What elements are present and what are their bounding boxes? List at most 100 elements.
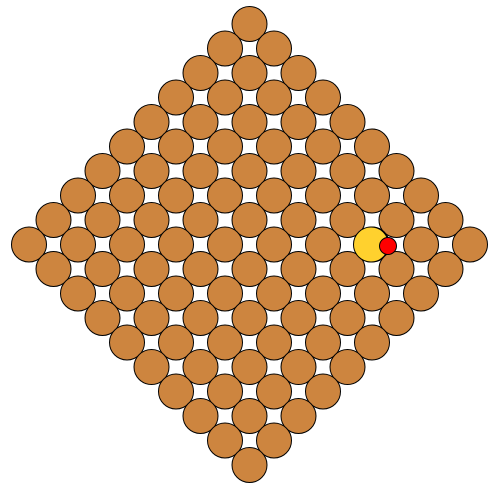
- board-cell[interactable]: [182, 104, 219, 140]
- board-cell[interactable]: [256, 30, 292, 67]
- board-cell[interactable]: [329, 349, 366, 385]
- board-cell[interactable]: [231, 104, 268, 140]
- board-cell[interactable]: [329, 104, 366, 140]
- board-cell[interactable]: [207, 373, 243, 410]
- board-cell[interactable]: [207, 128, 243, 165]
- board-cell[interactable]: [256, 226, 292, 263]
- board-cell[interactable]: [280, 55, 317, 91]
- board-cell[interactable]: [280, 104, 317, 140]
- board-cell[interactable]: [354, 177, 390, 214]
- board-cell[interactable]: [158, 226, 194, 263]
- board-cell[interactable]: [158, 177, 194, 214]
- board-cell[interactable]: [158, 373, 194, 410]
- board-cell[interactable]: [231, 398, 268, 434]
- board-cell[interactable]: [231, 251, 268, 287]
- board-cell[interactable]: [305, 128, 341, 165]
- board-cell[interactable]: [109, 324, 145, 361]
- board-cell[interactable]: [182, 202, 219, 238]
- board-cell[interactable]: [182, 251, 219, 287]
- board-cell[interactable]: [231, 447, 268, 483]
- board-cell[interactable]: [280, 398, 317, 434]
- board-cell[interactable]: [305, 275, 341, 312]
- board-cell[interactable]: [256, 128, 292, 165]
- board-cell[interactable]: [256, 275, 292, 312]
- board-cell[interactable]: [378, 251, 415, 287]
- board-cell[interactable]: [280, 202, 317, 238]
- board-cell[interactable]: [207, 79, 243, 116]
- board-cell[interactable]: [256, 79, 292, 116]
- board-cell[interactable]: [256, 177, 292, 214]
- board-cell[interactable]: [305, 324, 341, 361]
- board-cell[interactable]: [280, 300, 317, 336]
- board-cell[interactable]: [207, 324, 243, 361]
- board-cell[interactable]: [280, 153, 317, 189]
- board-cell[interactable]: [133, 349, 170, 385]
- board-cell[interactable]: [207, 30, 243, 67]
- board-cell[interactable]: [35, 202, 72, 238]
- board-cell[interactable]: [182, 398, 219, 434]
- board-cell[interactable]: [207, 226, 243, 263]
- board-cell[interactable]: [133, 300, 170, 336]
- board-cell[interactable]: [354, 324, 390, 361]
- board-cell[interactable]: [403, 177, 439, 214]
- board-cell[interactable]: [109, 128, 145, 165]
- board-cell[interactable]: [182, 349, 219, 385]
- board-cell[interactable]: [378, 202, 415, 238]
- board-cell[interactable]: [109, 177, 145, 214]
- board-cell[interactable]: [378, 153, 415, 189]
- board-cell[interactable]: [207, 275, 243, 312]
- board-cell[interactable]: [427, 202, 464, 238]
- board-cell[interactable]: [231, 55, 268, 91]
- board-cell[interactable]: [231, 6, 268, 42]
- board-cell[interactable]: [452, 226, 488, 263]
- board-cell[interactable]: [305, 177, 341, 214]
- board-cell[interactable]: [256, 422, 292, 459]
- board-cell[interactable]: [60, 226, 96, 263]
- board-cell[interactable]: [158, 128, 194, 165]
- board-cell[interactable]: [84, 153, 121, 189]
- board-cell[interactable]: [403, 226, 439, 263]
- board-cell[interactable]: [231, 349, 268, 385]
- board-cell[interactable]: [427, 251, 464, 287]
- board-cell[interactable]: [60, 177, 96, 214]
- board-cell[interactable]: [256, 324, 292, 361]
- board-cell[interactable]: [133, 251, 170, 287]
- board-cell[interactable]: [182, 300, 219, 336]
- board-cell[interactable]: [182, 55, 219, 91]
- board-cell[interactable]: [133, 153, 170, 189]
- board-cell[interactable]: [305, 226, 341, 263]
- board-cell[interactable]: [133, 202, 170, 238]
- board-cell[interactable]: [305, 79, 341, 116]
- board-cell[interactable]: [207, 177, 243, 214]
- board-cell[interactable]: [109, 226, 145, 263]
- board-cell[interactable]: [305, 373, 341, 410]
- board-cell[interactable]: [329, 251, 366, 287]
- board-cell[interactable]: [231, 300, 268, 336]
- board-cell[interactable]: [329, 300, 366, 336]
- board-cell[interactable]: [280, 349, 317, 385]
- board-cell[interactable]: [231, 202, 268, 238]
- board-cell[interactable]: [280, 251, 317, 287]
- board-cell[interactable]: [35, 251, 72, 287]
- board-cell[interactable]: [231, 153, 268, 189]
- board-cell[interactable]: [158, 79, 194, 116]
- board-cell[interactable]: [329, 153, 366, 189]
- board-cell[interactable]: [256, 373, 292, 410]
- board-cell[interactable]: [403, 275, 439, 312]
- player-marker[interactable]: [379, 237, 397, 255]
- board-cell[interactable]: [378, 300, 415, 336]
- board-cell[interactable]: [60, 275, 96, 312]
- board-cell[interactable]: [329, 202, 366, 238]
- board-cell[interactable]: [158, 324, 194, 361]
- board-cell[interactable]: [354, 275, 390, 312]
- board-cell[interactable]: [133, 104, 170, 140]
- board-cell[interactable]: [84, 300, 121, 336]
- board-cell[interactable]: [158, 275, 194, 312]
- board-cell[interactable]: [182, 153, 219, 189]
- board-cell[interactable]: [84, 251, 121, 287]
- board-cell[interactable]: [207, 422, 243, 459]
- board-cell[interactable]: [354, 128, 390, 165]
- board-cell[interactable]: [84, 202, 121, 238]
- board-cell[interactable]: [109, 275, 145, 312]
- board-cell[interactable]: [11, 226, 47, 263]
